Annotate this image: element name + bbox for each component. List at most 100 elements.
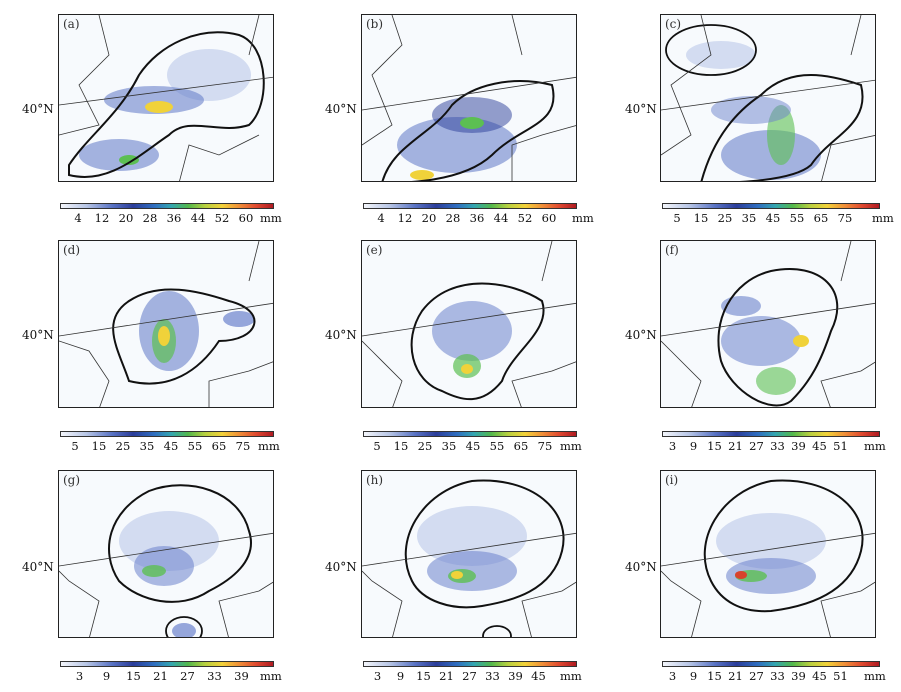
tick: 15 <box>707 439 722 453</box>
tick: 20 <box>421 211 437 225</box>
tick: 75 <box>235 439 251 453</box>
tick: 45 <box>765 211 781 225</box>
tick: 36 <box>469 211 485 225</box>
tick: 65 <box>211 439 227 453</box>
tick: 39 <box>791 439 806 453</box>
colorbar-g <box>60 661 274 667</box>
tick: 5 <box>71 439 79 453</box>
tick: 45 <box>465 439 481 453</box>
colorbar-ticks-h: 3 9 15 21 27 33 39 45 <box>366 669 550 683</box>
unit-h: mm <box>560 669 582 683</box>
tick: 51 <box>833 669 848 683</box>
map-panel-f: (f) <box>660 240 876 408</box>
tick: 15 <box>126 669 141 683</box>
lat-label-40n: 40°N <box>22 102 54 116</box>
map-h-svg <box>362 479 576 637</box>
tick: 15 <box>91 439 107 453</box>
colorbar-ticks-e: 5 15 25 35 45 55 65 75 <box>365 439 557 453</box>
map-f-svg <box>661 241 875 407</box>
map-d-svg <box>59 241 273 407</box>
unit-f: mm <box>864 439 886 453</box>
colorbar-e <box>363 431 577 437</box>
tick: 60 <box>541 211 557 225</box>
tick: 33 <box>770 669 785 683</box>
map-b-svg <box>362 15 576 181</box>
map-panel-b: (b) <box>361 14 577 182</box>
tick: 25 <box>115 439 131 453</box>
colorbar-ticks-i: 3 9 15 21 27 33 39 45 51 <box>662 669 851 683</box>
lat-label-40n: 40°N <box>625 102 657 116</box>
unit-a: mm <box>260 211 282 225</box>
unit-e: mm <box>560 439 582 453</box>
lat-label-40n: 40°N <box>325 328 357 342</box>
tick: 39 <box>234 669 249 683</box>
panel-label-g: (g) <box>63 473 81 487</box>
tick: 55 <box>489 439 505 453</box>
map-e-svg <box>362 241 576 407</box>
tick: 25 <box>717 211 733 225</box>
tick: 55 <box>187 439 203 453</box>
tick: 45 <box>163 439 179 453</box>
tick: 65 <box>813 211 829 225</box>
tick: 15 <box>416 669 431 683</box>
lat-label-40n: 40°N <box>325 102 357 116</box>
tick: 52 <box>517 211 533 225</box>
colorbar-i <box>662 661 880 667</box>
unit-b: mm <box>572 211 594 225</box>
colorbar-d <box>60 431 274 437</box>
map-panel-e: (e) <box>361 240 577 408</box>
map-a-svg <box>59 15 273 181</box>
tick: 45 <box>812 669 827 683</box>
tick: 44 <box>190 211 206 225</box>
lat-label-40n: 40°N <box>625 560 657 574</box>
tick: 25 <box>417 439 433 453</box>
tick: 9 <box>102 669 111 683</box>
tick: 9 <box>689 669 698 683</box>
tick: 55 <box>789 211 805 225</box>
colorbar-b <box>363 203 577 209</box>
colorbar-ticks-b: 4 12 20 28 36 44 52 60 <box>369 211 561 225</box>
lat-label-40n: 40°N <box>22 560 54 574</box>
tick: 35 <box>741 211 757 225</box>
tick: 33 <box>770 439 785 453</box>
tick: 4 <box>74 211 82 225</box>
tick: 36 <box>166 211 182 225</box>
tick: 27 <box>749 669 764 683</box>
tick: 75 <box>537 439 553 453</box>
colorbar-h <box>363 661 577 667</box>
tick: 44 <box>493 211 509 225</box>
colorbar-f <box>662 431 880 437</box>
map-panel-a: (a) <box>58 14 274 182</box>
unit-g: mm <box>260 669 282 683</box>
tick: 27 <box>180 669 195 683</box>
map-panel-c: (c) <box>660 14 876 182</box>
colorbar-ticks-g: 3 9 15 21 27 33 39 <box>66 669 255 683</box>
map-panel-d: (d) <box>58 240 274 408</box>
tick: 20 <box>118 211 134 225</box>
tick: 65 <box>513 439 529 453</box>
tick: 45 <box>531 669 546 683</box>
tick: 4 <box>377 211 385 225</box>
tick: 3 <box>373 669 382 683</box>
tick: 15 <box>693 211 709 225</box>
tick: 3 <box>668 439 677 453</box>
colorbar-a <box>60 203 274 209</box>
map-g-svg <box>59 484 273 637</box>
panel-label-e: (e) <box>366 243 383 257</box>
tick: 35 <box>139 439 155 453</box>
colorbar-ticks-f: 3 9 15 21 27 33 39 45 51 <box>662 439 851 453</box>
tick: 12 <box>397 211 413 225</box>
tick: 3 <box>75 669 84 683</box>
tick: 45 <box>812 439 827 453</box>
tick: 39 <box>508 669 523 683</box>
colorbar-c <box>662 203 880 209</box>
panel-label-f: (f) <box>665 243 679 257</box>
tick: 21 <box>728 439 743 453</box>
tick: 60 <box>238 211 254 225</box>
panel-label-c: (c) <box>665 17 682 31</box>
colorbar-ticks-c: 5 15 25 35 45 55 65 75 <box>665 211 857 225</box>
tick: 5 <box>373 439 381 453</box>
tick: 15 <box>393 439 409 453</box>
tick: 51 <box>833 439 848 453</box>
tick: 27 <box>749 439 764 453</box>
